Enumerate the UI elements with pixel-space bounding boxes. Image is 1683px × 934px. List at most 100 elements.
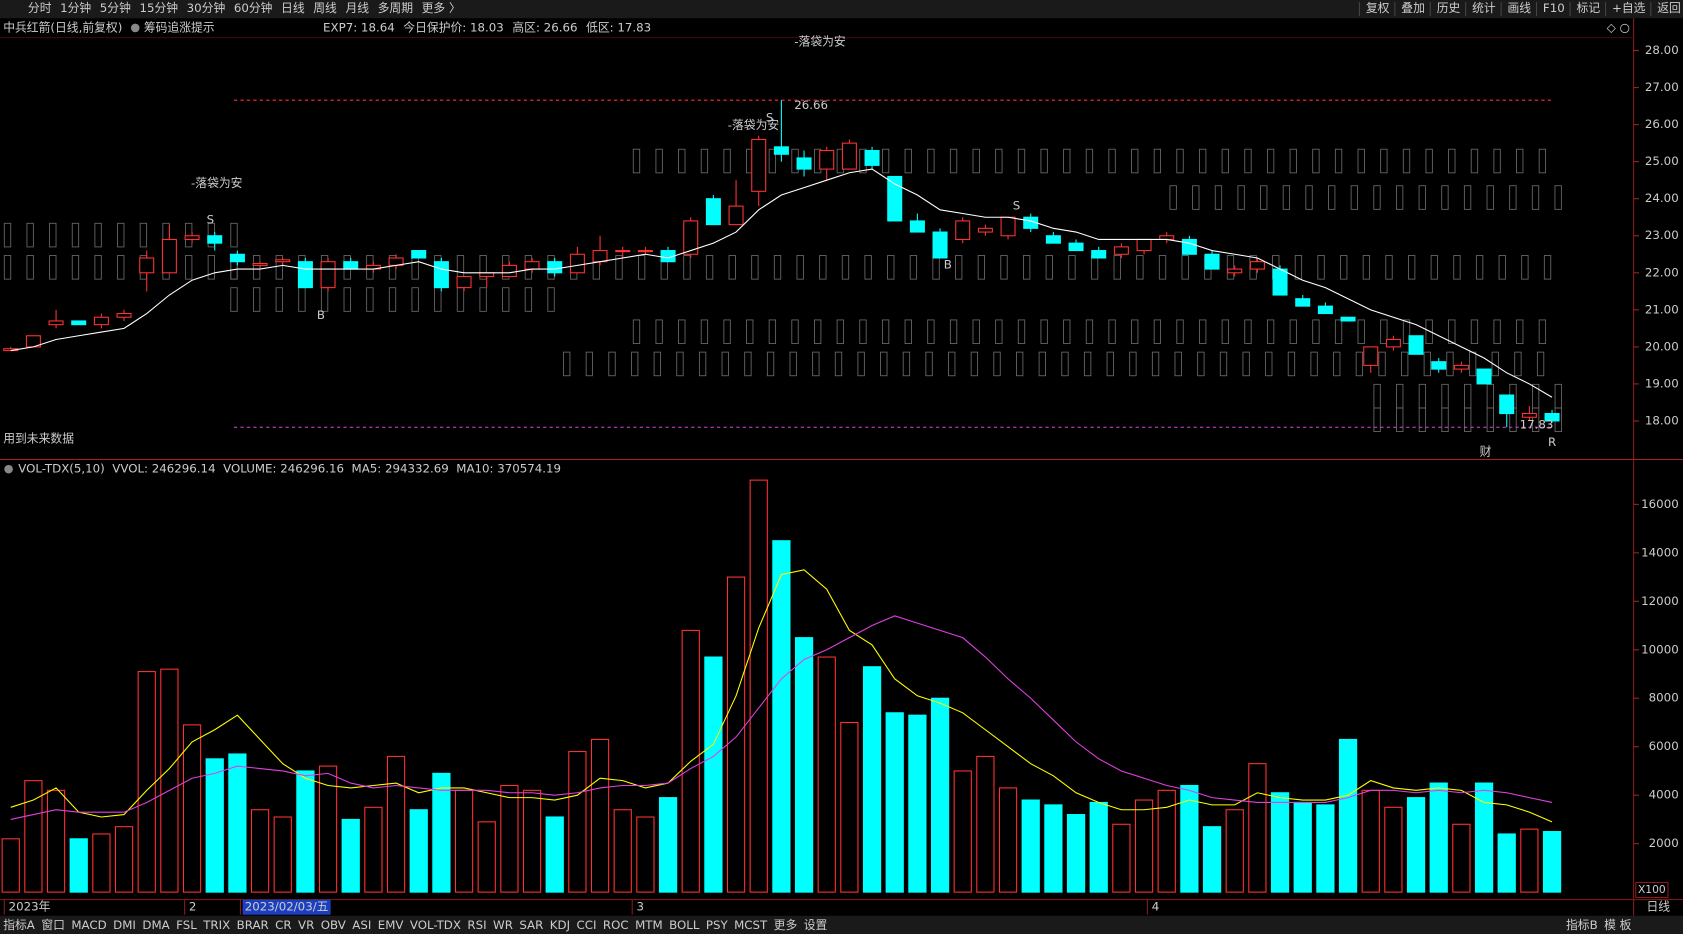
indicator-tab[interactable]: CR [275, 918, 291, 932]
chip-box [1260, 185, 1268, 210]
candle-body [728, 205, 744, 226]
indicator-tab[interactable]: 指标B [1566, 918, 1598, 932]
indicator-value: VOL-TDX(5,10) [18, 462, 105, 476]
volume-bar [726, 576, 746, 893]
indicator-tab[interactable]: ASI [352, 918, 371, 932]
indicator-tab[interactable]: BOLL [669, 918, 700, 932]
icon[interactable]: ○ [1620, 20, 1630, 34]
indicator-tab[interactable]: CCI [577, 918, 597, 932]
toolbar-button[interactable]: 历史 [1437, 1, 1461, 15]
chip-box [864, 255, 872, 280]
period-tab[interactable]: 多周期 [378, 1, 413, 15]
indicator-tab[interactable]: 指标A [3, 918, 35, 932]
chip-box [1017, 148, 1026, 174]
period-tab[interactable]: 5分钟 [100, 1, 131, 15]
chip-box [1334, 319, 1343, 344]
indicator-tab[interactable]: OBV [321, 918, 346, 932]
indicator-tab[interactable]: ROC [603, 918, 629, 932]
volume-bar [296, 770, 315, 893]
chip-box [1129, 351, 1137, 377]
indicator-tab[interactable]: WR [493, 918, 513, 932]
y-tick-label: 25.00 [1645, 154, 1679, 168]
candle-body [1091, 250, 1107, 259]
chip-box [904, 319, 912, 344]
candle-body [1227, 268, 1243, 274]
volume-bar [817, 656, 836, 893]
tip-label[interactable]: 筹码追涨提示 [144, 20, 215, 34]
chip-box [1266, 148, 1275, 174]
toolbar-button[interactable]: F10 [1543, 1, 1565, 15]
chip-box [955, 255, 963, 280]
indicator-tab[interactable]: DMI [113, 918, 136, 932]
icon[interactable]: ◇ [1607, 20, 1617, 34]
chip-box [1509, 185, 1517, 210]
chip-box [252, 287, 261, 312]
toolbar-button[interactable]: 画线 [1508, 1, 1532, 15]
indicator-tab[interactable]: 模 板 [1604, 918, 1632, 932]
chip-box [1106, 351, 1114, 377]
chip-box [789, 351, 797, 377]
indicator-tab[interactable]: MACD [71, 918, 106, 932]
period-tab[interactable]: 15分钟 [139, 1, 178, 15]
chip-box [1108, 148, 1116, 174]
candle-body [297, 261, 313, 289]
chip-box [993, 351, 1001, 377]
period-tab[interactable]: 分时 [28, 1, 52, 15]
indicator-tab[interactable]: MCST [734, 918, 768, 932]
chip-box [705, 255, 714, 280]
candle-body [161, 238, 177, 274]
chip-box [1016, 351, 1024, 377]
chip-box [1219, 351, 1228, 377]
indicator-tab[interactable]: TRIX [202, 918, 230, 932]
annotation: S [766, 111, 773, 125]
indicator-tab[interactable]: FSL [176, 918, 197, 932]
indicator-tab[interactable]: EMV [378, 918, 404, 932]
volume-bar [998, 787, 1018, 893]
chip-box [1176, 148, 1184, 174]
indicator-tab[interactable]: 设置 [804, 918, 828, 932]
indicator-tab[interactable]: VR [298, 918, 314, 932]
period-tab[interactable]: 月线 [345, 1, 369, 15]
volume-bar [477, 821, 496, 893]
toolbar-button[interactable]: 统计 [1472, 1, 1496, 15]
candle-body [705, 198, 721, 226]
period-tab[interactable]: 60分钟 [234, 1, 273, 15]
chip-box [723, 319, 731, 344]
indicator-tab[interactable]: 更多 [774, 918, 798, 932]
toolbar-button[interactable]: 返回 [1657, 1, 1681, 15]
toolbar-button[interactable]: +自选 [1612, 1, 1646, 15]
volume-bar [1384, 806, 1403, 893]
period-tab[interactable]: 1分钟 [60, 1, 91, 15]
toolbar-button[interactable]: 复权 [1366, 1, 1390, 15]
candle-body [71, 320, 87, 326]
indicator-tab[interactable]: MTM [635, 918, 663, 932]
chip-box [1418, 185, 1426, 210]
period-tab[interactable]: 30分钟 [187, 1, 226, 15]
volume-bar [69, 838, 88, 893]
chip-box [683, 255, 691, 280]
indicator-tab[interactable]: 窗口 [41, 918, 65, 932]
annotation: -落袋为安 [728, 118, 780, 132]
period-tab[interactable]: 更多 〉 [422, 1, 461, 15]
toolbar-button[interactable]: 标记 [1577, 1, 1601, 15]
chip-box [1373, 185, 1381, 210]
indicator-tab[interactable]: RSI [467, 918, 486, 932]
volume-bar [1157, 789, 1176, 893]
indicator-tab[interactable]: VOL-TDX [410, 918, 461, 932]
chip-box [275, 287, 283, 312]
chip-box [1486, 185, 1494, 210]
candle-body [1453, 364, 1469, 370]
indicator-value: VVOL: 246296.14 [112, 462, 215, 476]
chip-box [1373, 383, 1381, 409]
chip-box [1425, 148, 1433, 174]
chip-box [1491, 351, 1499, 377]
toolbar-button[interactable]: 叠加 [1401, 1, 1425, 15]
indicator-tab[interactable]: DMA [142, 918, 169, 932]
period-tab[interactable]: 周线 [313, 1, 337, 15]
x-label: 3 [636, 900, 644, 914]
indicator-tab[interactable]: SAR [519, 918, 543, 932]
indicator-tab[interactable]: BRAR [237, 918, 269, 932]
indicator-tab[interactable]: KDJ [550, 918, 570, 932]
period-tab[interactable]: 日线 [281, 1, 305, 15]
indicator-tab[interactable]: PSY [706, 918, 729, 932]
